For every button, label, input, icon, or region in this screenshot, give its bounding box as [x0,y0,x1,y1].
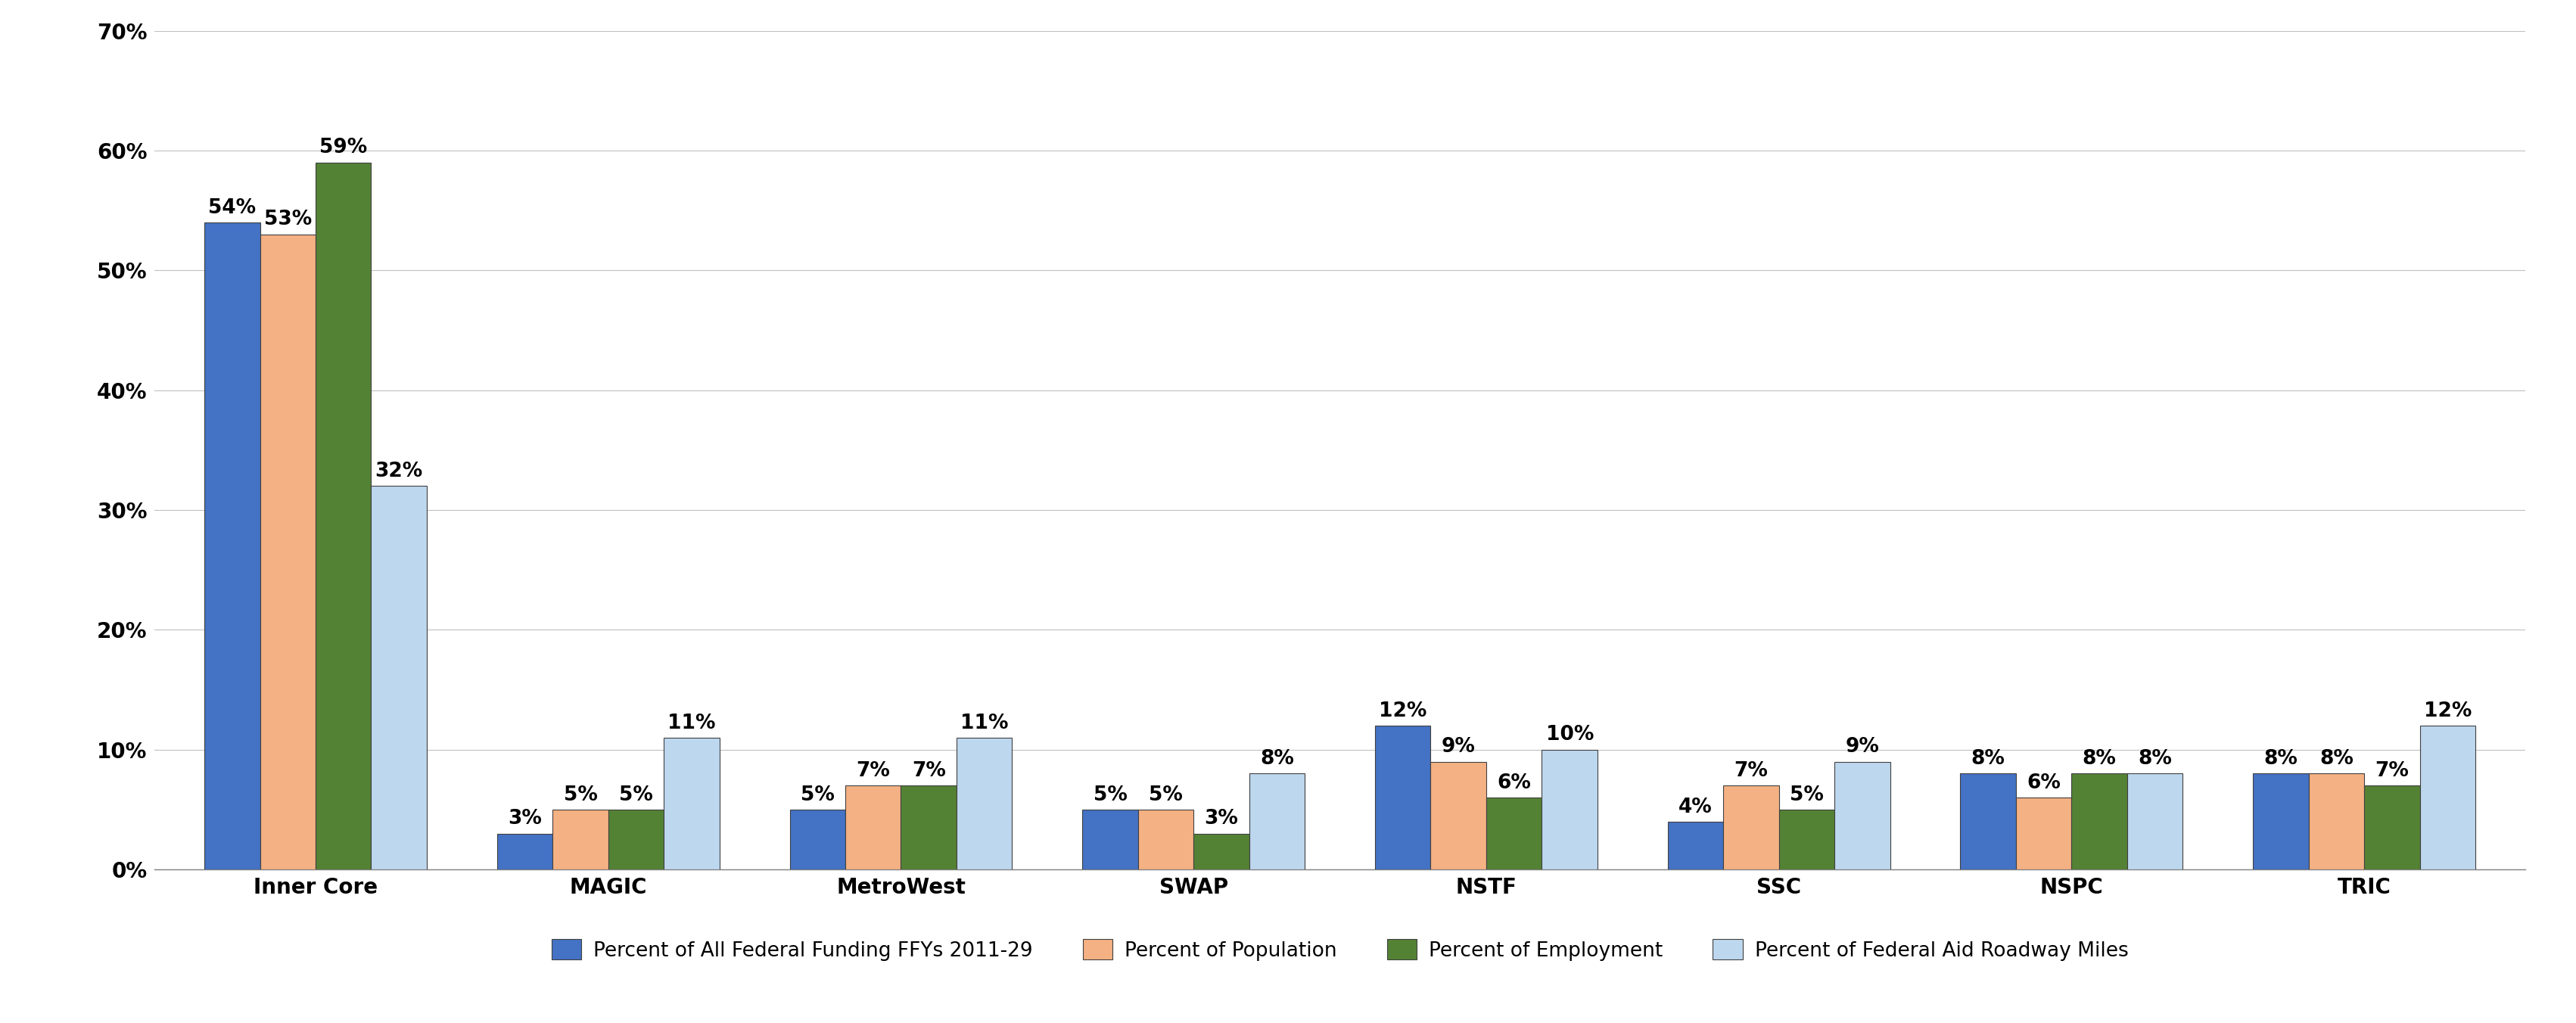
Bar [1667,821,1723,870]
Text: 8%: 8% [1260,749,1293,769]
Bar [1723,786,1777,870]
Bar [1960,773,2014,870]
Text: 7%: 7% [912,761,945,781]
Bar [204,222,260,870]
Bar [2251,773,2308,870]
Bar [1834,762,1891,870]
Text: 5%: 5% [1790,786,1824,805]
Bar [956,738,1012,870]
Bar [1249,773,1303,870]
Bar [1486,798,1540,870]
Text: 8%: 8% [2318,749,2352,769]
Text: 11%: 11% [961,713,1007,732]
Text: 3%: 3% [1203,809,1239,829]
Text: 8%: 8% [2081,749,2115,769]
Bar [2365,786,2419,870]
Bar [1540,750,1597,870]
Text: 5%: 5% [618,786,652,805]
Bar [2014,798,2071,870]
Bar [1376,725,1430,870]
Bar [1430,762,1486,870]
Bar [2128,773,2182,870]
Legend: Percent of All Federal Funding FFYs 2011-29, Percent of Population, Percent of E: Percent of All Federal Funding FFYs 2011… [544,931,2136,969]
Text: 6%: 6% [2027,773,2061,793]
Text: 5%: 5% [1149,786,1182,805]
Bar [788,809,845,870]
Text: 53%: 53% [263,210,312,229]
Bar [551,809,608,870]
Bar [2419,725,2476,870]
Text: 7%: 7% [855,761,889,781]
Bar [260,234,314,870]
Text: 8%: 8% [2264,749,2298,769]
Bar [665,738,719,870]
Text: 7%: 7% [1734,761,1767,781]
Text: 9%: 9% [1844,738,1878,757]
Text: 12%: 12% [1378,702,1427,721]
Text: 8%: 8% [1971,749,2004,769]
Bar [2308,773,2365,870]
Text: 9%: 9% [1440,738,1476,757]
Bar [845,786,902,870]
Bar [1139,809,1193,870]
Bar [902,786,956,870]
Bar [371,486,428,870]
Bar [314,163,371,870]
Text: 11%: 11% [667,713,716,732]
Text: 12%: 12% [2424,702,2470,721]
Text: 6%: 6% [1497,773,1530,793]
Text: 7%: 7% [2375,761,2409,781]
Bar [1777,809,1834,870]
Text: 5%: 5% [564,786,598,805]
Bar [497,834,551,870]
Bar [1082,809,1139,870]
Text: 3%: 3% [507,809,541,829]
Bar [608,809,665,870]
Bar [2071,773,2128,870]
Text: 59%: 59% [319,138,368,158]
Text: 5%: 5% [801,786,835,805]
Text: 54%: 54% [209,198,255,218]
Text: 5%: 5% [1092,786,1126,805]
Text: 8%: 8% [2138,749,2172,769]
Text: 4%: 4% [1677,797,1713,816]
Text: 32%: 32% [376,461,422,481]
Bar [1193,834,1249,870]
Text: 10%: 10% [1546,725,1592,745]
